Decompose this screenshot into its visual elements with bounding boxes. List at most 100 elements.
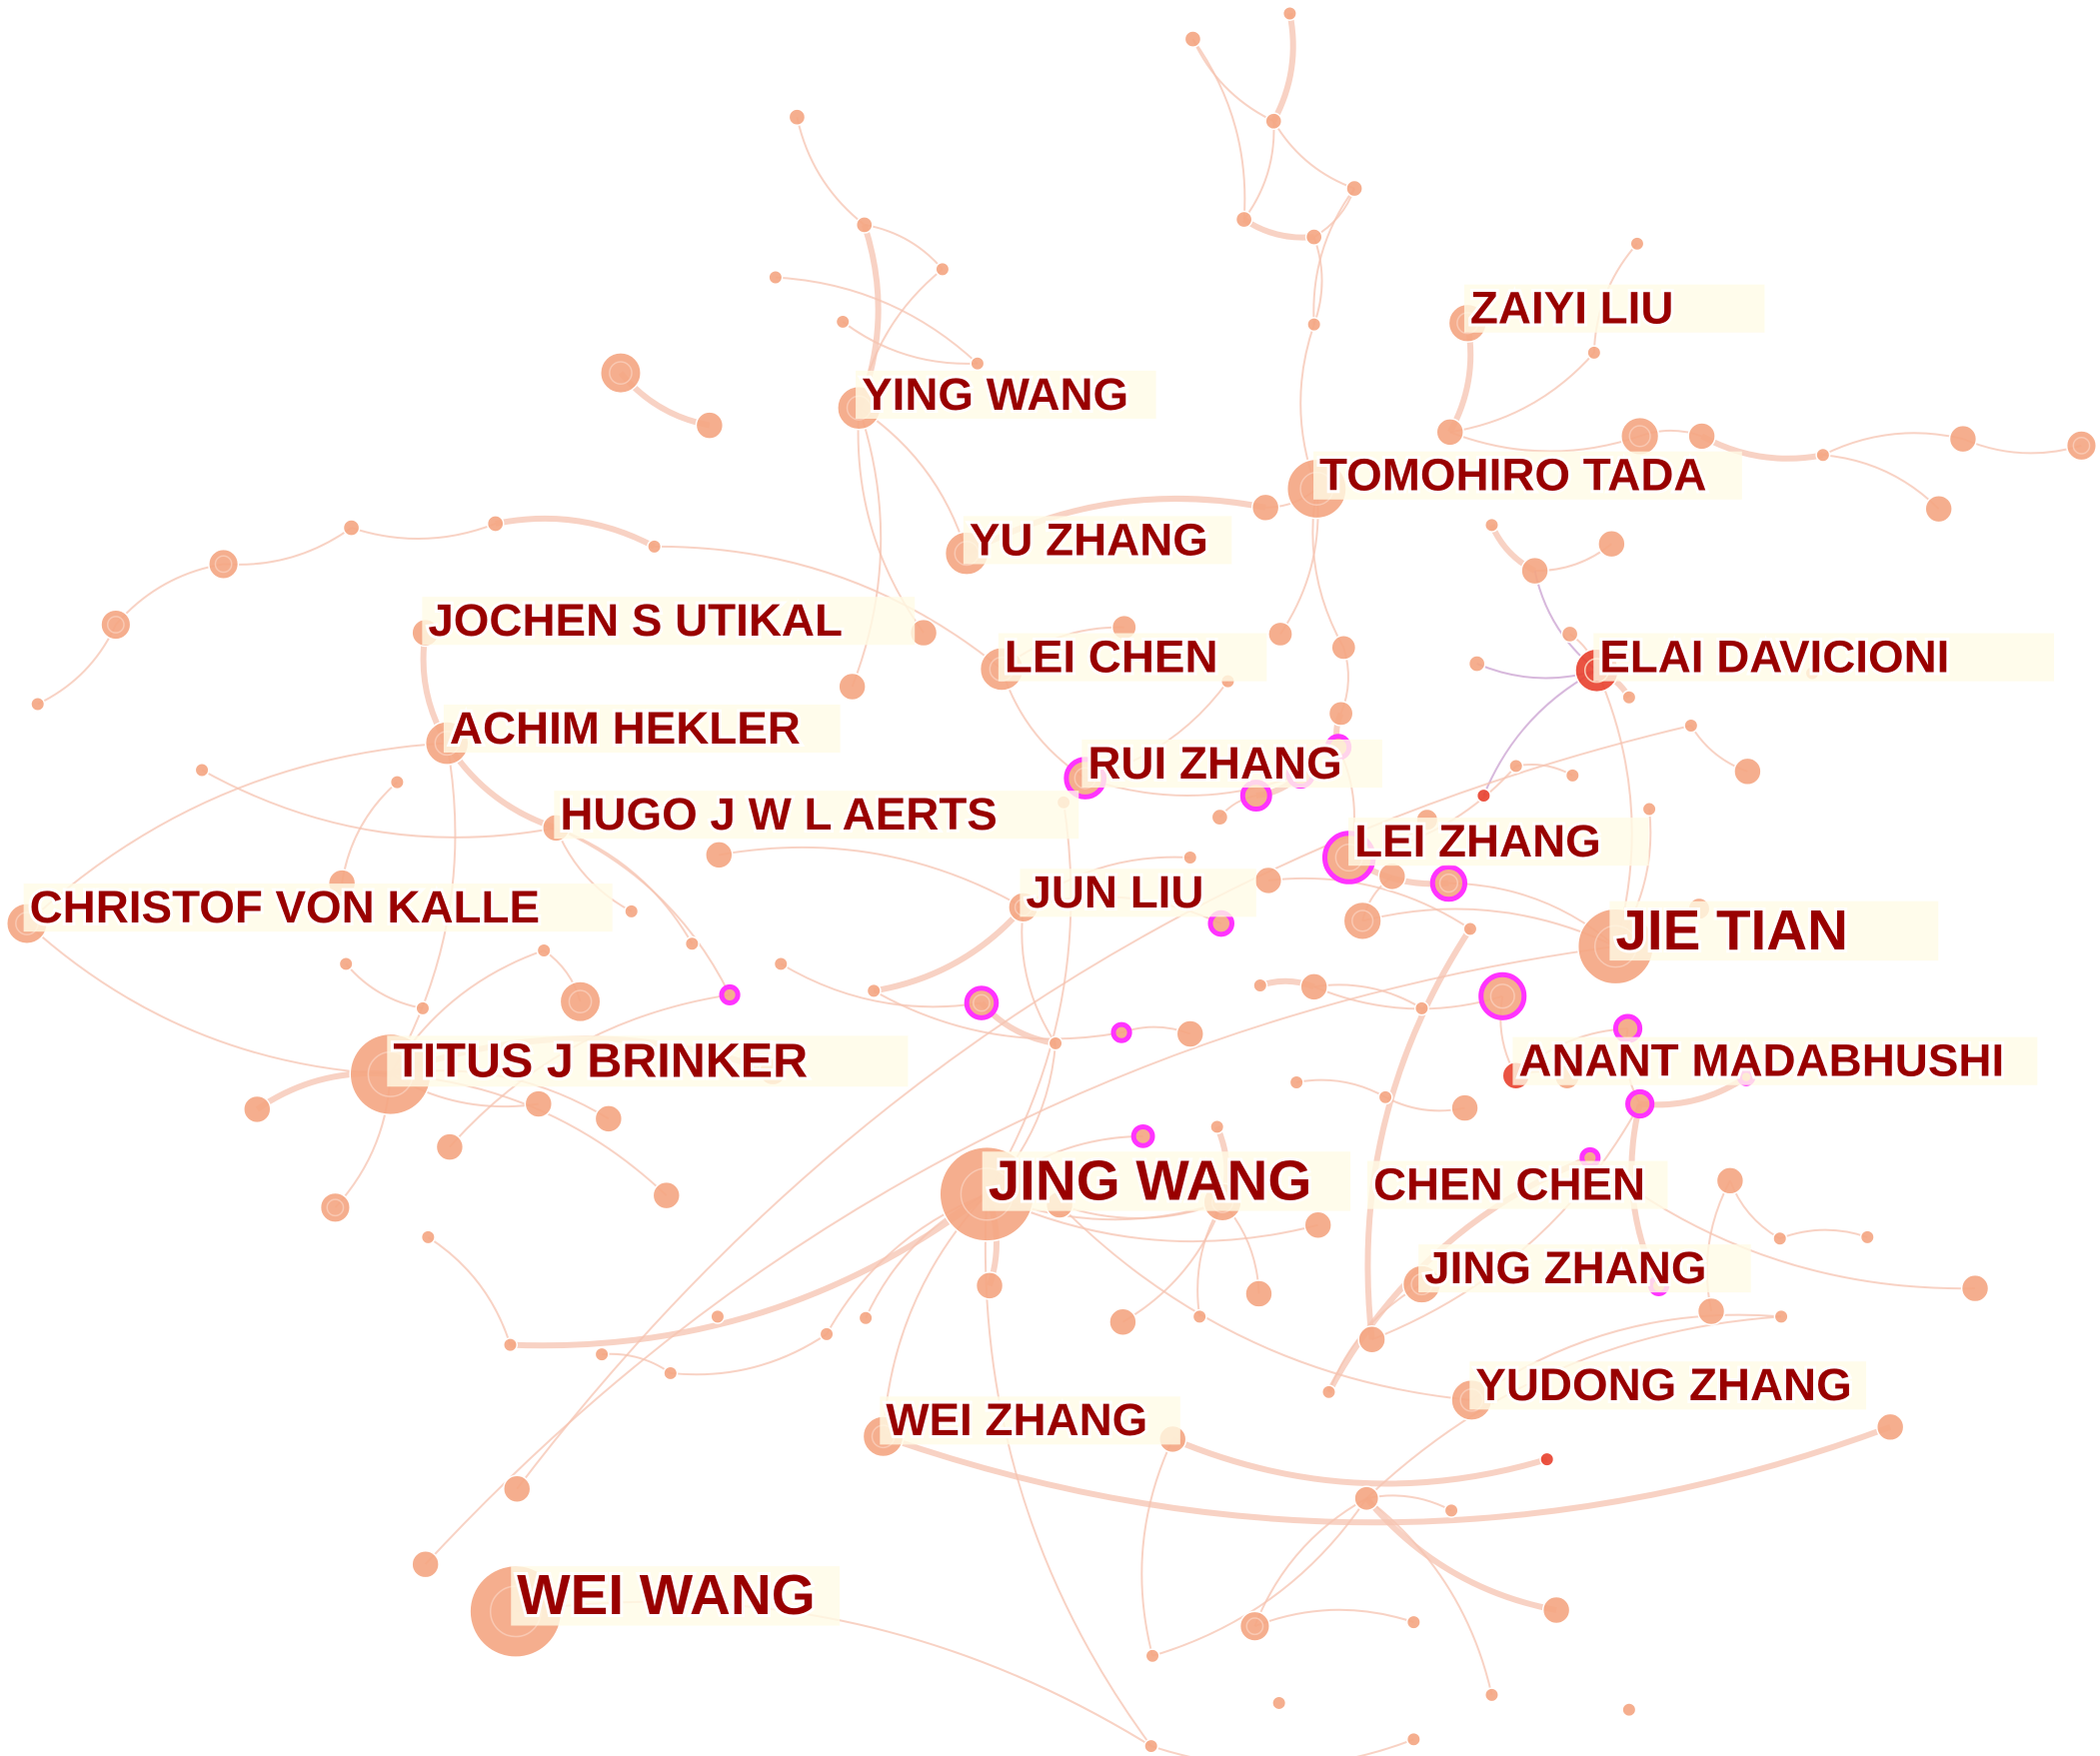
node[interactable]	[1772, 1230, 1788, 1246]
node[interactable]	[415, 1000, 431, 1016]
node[interactable]	[594, 1104, 624, 1133]
node[interactable]	[1299, 972, 1328, 1001]
node[interactable]	[1696, 1296, 1726, 1326]
node[interactable]	[647, 539, 663, 555]
node[interactable]	[1048, 1035, 1063, 1051]
node[interactable]	[319, 1191, 351, 1223]
node[interactable]	[1450, 1093, 1479, 1122]
author-label[interactable]: YING WANG	[856, 366, 1156, 423]
node[interactable]	[1253, 866, 1283, 895]
author-label[interactable]: JIE TIAN	[1609, 895, 1939, 964]
node[interactable]	[1478, 971, 1527, 1020]
node[interactable]	[1130, 1123, 1155, 1148]
node[interactable]	[1377, 862, 1407, 891]
node[interactable]	[1234, 210, 1253, 229]
node[interactable]	[1209, 1118, 1225, 1134]
node[interactable]	[1342, 900, 1382, 940]
node[interactable]	[1475, 788, 1491, 804]
node[interactable]	[30, 696, 46, 712]
node[interactable]	[1948, 424, 1978, 454]
author-label[interactable]: YUDONG ZHANG	[1469, 1356, 1867, 1413]
node[interactable]	[866, 982, 882, 998]
node[interactable]	[1303, 1210, 1332, 1239]
node[interactable]	[2065, 430, 2098, 462]
node[interactable]	[1357, 1325, 1386, 1354]
node[interactable]	[1435, 418, 1464, 447]
author-label[interactable]: TOMOHIRO TADA	[1313, 447, 1742, 504]
node[interactable]	[858, 1310, 874, 1326]
node[interactable]	[194, 762, 210, 778]
node[interactable]	[835, 314, 851, 330]
node[interactable]	[1859, 1229, 1875, 1245]
node[interactable]	[1271, 1695, 1287, 1711]
node[interactable]	[975, 1271, 1005, 1300]
node[interactable]	[1377, 1089, 1393, 1105]
node[interactable]	[503, 1337, 518, 1353]
node[interactable]	[435, 1132, 465, 1161]
node[interactable]	[684, 935, 700, 951]
node[interactable]	[342, 519, 361, 537]
node[interactable]	[559, 980, 602, 1023]
author-label[interactable]: JUN LIU	[1020, 864, 1256, 920]
node[interactable]	[243, 1094, 272, 1124]
node[interactable]	[1281, 5, 1297, 21]
node[interactable]	[773, 955, 789, 971]
node[interactable]	[503, 1474, 532, 1504]
node[interactable]	[536, 942, 552, 958]
node[interactable]	[788, 108, 807, 127]
node[interactable]	[411, 1549, 440, 1579]
author-label[interactable]: JING WANG	[982, 1145, 1351, 1214]
node[interactable]	[768, 269, 784, 285]
node[interactable]	[1405, 1731, 1421, 1747]
node[interactable]	[1413, 1000, 1429, 1016]
node[interactable]	[1621, 690, 1637, 706]
node[interactable]	[1238, 1610, 1270, 1642]
node[interactable]	[1597, 529, 1626, 559]
node[interactable]	[1210, 808, 1229, 827]
node[interactable]	[705, 841, 734, 870]
node[interactable]	[1539, 1451, 1555, 1467]
node[interactable]	[1144, 1648, 1160, 1664]
node[interactable]	[1321, 1384, 1336, 1400]
author-label[interactable]: ANANT MADABHUSHI	[1512, 1032, 2038, 1089]
node[interactable]	[100, 609, 132, 641]
node[interactable]	[1625, 1088, 1655, 1119]
node[interactable]	[1330, 635, 1357, 661]
node[interactable]	[1462, 920, 1478, 936]
node[interactable]	[1960, 1273, 1990, 1303]
node[interactable]	[1183, 30, 1202, 48]
node[interactable]	[1288, 1074, 1304, 1090]
node[interactable]	[1560, 625, 1579, 644]
node[interactable]	[819, 1326, 835, 1342]
node[interactable]	[1252, 977, 1268, 993]
node[interactable]	[663, 1365, 679, 1381]
node[interactable]	[970, 356, 986, 372]
node[interactable]	[1508, 758, 1524, 774]
author-label[interactable]: CHRISTOF VON KALLE	[23, 878, 613, 935]
author-label[interactable]: WEI WANG	[511, 1560, 841, 1629]
node[interactable]	[486, 515, 505, 533]
author-label[interactable]: WEI ZHANG	[880, 1391, 1180, 1448]
node[interactable]	[1467, 655, 1486, 673]
node[interactable]	[1304, 228, 1323, 246]
node[interactable]	[1175, 1019, 1204, 1048]
node[interactable]	[1345, 179, 1363, 198]
node[interactable]	[1733, 757, 1762, 787]
node[interactable]	[1267, 621, 1293, 648]
node[interactable]	[652, 1180, 681, 1210]
node[interactable]	[600, 352, 642, 395]
node[interactable]	[624, 903, 640, 919]
node[interactable]	[1815, 447, 1831, 463]
node[interactable]	[1773, 1308, 1789, 1324]
node[interactable]	[1429, 864, 1468, 902]
node[interactable]	[1621, 1702, 1637, 1718]
author-label[interactable]: HUGO J W L AERTS	[554, 786, 1079, 843]
node[interactable]	[1108, 1307, 1137, 1336]
node[interactable]	[338, 955, 354, 971]
author-label[interactable]: RUI ZHANG	[1081, 735, 1382, 792]
node[interactable]	[1306, 317, 1322, 333]
node[interactable]	[1520, 556, 1549, 586]
node[interactable]	[1564, 768, 1580, 784]
node[interactable]	[964, 985, 1000, 1020]
node[interactable]	[1483, 1687, 1499, 1703]
